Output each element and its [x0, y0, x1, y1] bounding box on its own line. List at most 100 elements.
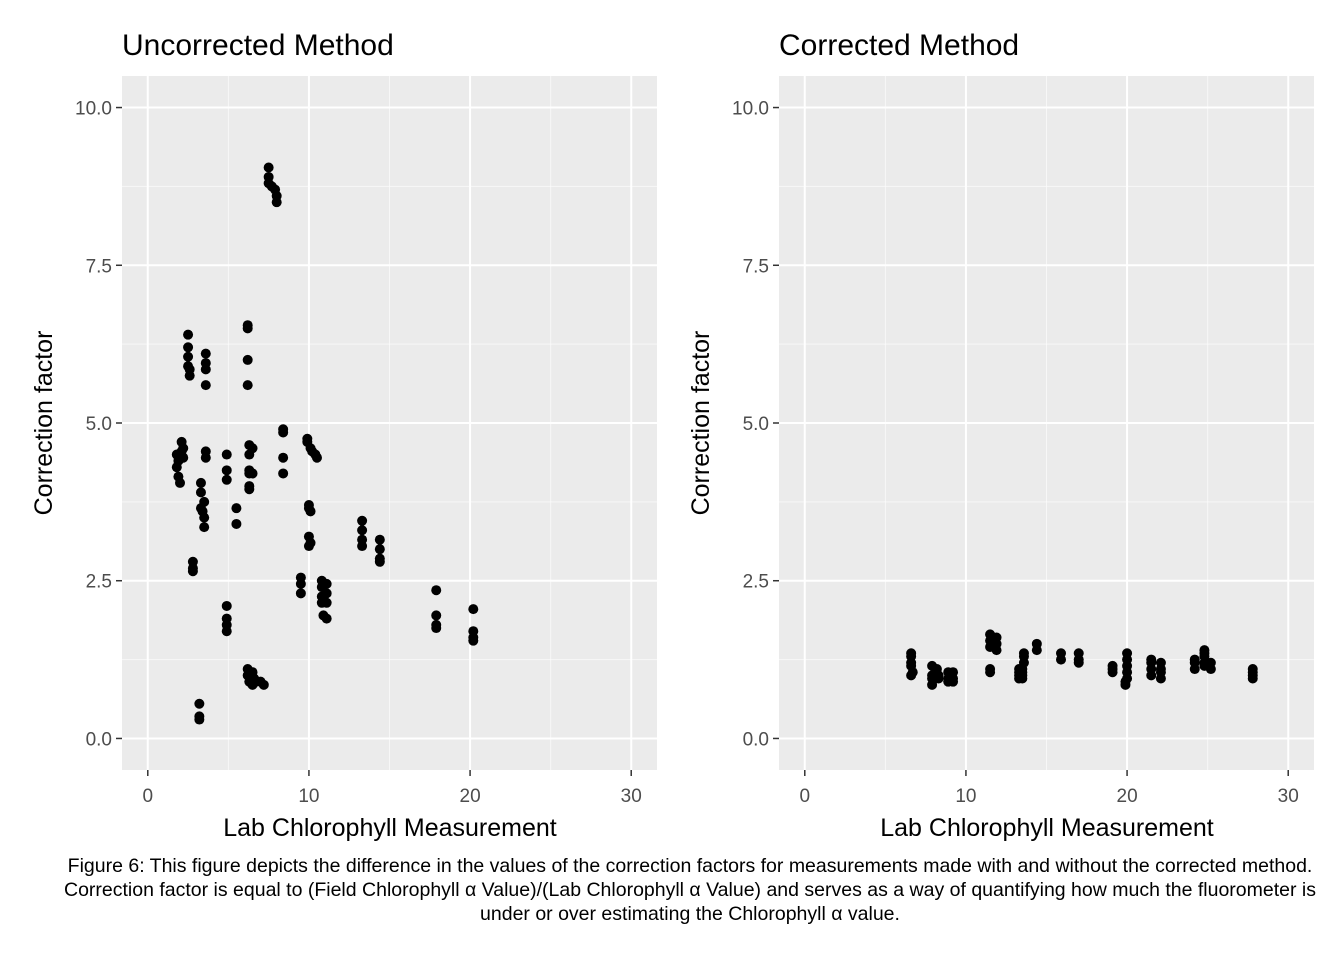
data-point — [231, 503, 242, 514]
data-point — [295, 578, 306, 589]
data-point — [431, 610, 442, 621]
data-point — [200, 348, 211, 359]
data-point — [221, 626, 232, 637]
data-point — [242, 354, 253, 365]
data-point — [247, 468, 258, 479]
x-tick-label: 0 — [799, 786, 810, 807]
data-point — [985, 667, 996, 678]
data-point — [200, 452, 211, 463]
data-point — [468, 604, 479, 615]
data-point — [374, 544, 385, 555]
data-point — [242, 380, 253, 391]
data-point — [1155, 673, 1166, 684]
data-point — [374, 556, 385, 567]
data-point — [244, 484, 255, 495]
data-point — [468, 635, 479, 646]
data-point — [991, 645, 1002, 656]
data-point — [221, 449, 232, 460]
x-tick-label: 10 — [955, 786, 976, 807]
panel-title: Corrected Method — [779, 29, 1019, 62]
x-tick-label: 20 — [1117, 786, 1138, 807]
data-point — [199, 496, 210, 507]
data-point — [175, 477, 186, 488]
y-axis-title: Correction factor — [687, 331, 715, 516]
data-point — [1073, 657, 1084, 668]
data-point — [195, 477, 206, 488]
data-point — [321, 613, 332, 624]
data-point — [200, 364, 211, 375]
y-tick-label: 0.0 — [743, 729, 769, 750]
panel-uncorrected: 0 10 20 30 0.0 2.5 5.0 7.5 10.0 Uncorrected Metho… — [30, 29, 657, 842]
data-point — [431, 585, 442, 596]
x-axis-title: Lab Chlorophyll Measurement — [880, 814, 1214, 842]
y-tick-label: 5.0 — [86, 414, 112, 435]
data-point — [200, 380, 211, 391]
data-point — [305, 537, 316, 548]
data-point — [357, 525, 368, 536]
x-tick-label: 0 — [142, 786, 153, 807]
data-point — [321, 597, 332, 608]
data-point — [194, 698, 205, 709]
data-point — [271, 197, 282, 208]
data-point — [247, 443, 258, 454]
data-point — [199, 512, 210, 523]
y-tick-label: 7.5 — [86, 256, 112, 277]
data-point — [263, 162, 274, 173]
data-point — [247, 679, 258, 690]
x-axis-title: Lab Chlorophyll Measurement — [223, 814, 557, 842]
x-tick-label: 10 — [298, 786, 319, 807]
x-tick-label: 30 — [621, 786, 642, 807]
data-point — [194, 714, 205, 725]
data-point — [195, 487, 206, 498]
data-point — [321, 578, 332, 589]
y-tick-label: 7.5 — [743, 256, 769, 277]
data-point — [1017, 673, 1028, 684]
y-tick-label: 0.0 — [86, 729, 112, 750]
x-tick-label: 30 — [1278, 786, 1299, 807]
data-point — [431, 623, 442, 634]
data-point — [221, 465, 232, 476]
data-point — [187, 566, 198, 577]
data-point — [933, 673, 944, 684]
data-point — [1056, 654, 1067, 665]
data-point — [242, 320, 253, 331]
figure: 0 10 20 30 0.0 2.5 5.0 7.5 10.0 Uncorrected Metho… — [30, 29, 1314, 842]
data-point — [907, 667, 918, 678]
data-point — [1189, 664, 1200, 675]
data-point — [221, 600, 232, 611]
data-point — [1247, 673, 1258, 684]
data-point — [1031, 645, 1042, 656]
data-point — [221, 474, 232, 485]
data-point — [183, 342, 194, 353]
data-point — [183, 351, 194, 362]
data-point — [305, 506, 316, 517]
data-point — [927, 679, 938, 690]
data-point — [1018, 657, 1029, 668]
panel-title: Uncorrected Method — [122, 29, 394, 62]
data-point — [1205, 664, 1216, 675]
data-point — [184, 364, 195, 375]
y-tick-label: 10.0 — [75, 99, 112, 120]
data-point — [295, 588, 306, 599]
data-point — [357, 515, 368, 526]
data-point — [178, 452, 189, 463]
data-point — [311, 452, 322, 463]
data-point — [357, 541, 368, 552]
data-point — [278, 452, 289, 463]
y-tick-label: 5.0 — [743, 414, 769, 435]
data-point — [231, 518, 242, 529]
data-point — [178, 443, 189, 454]
data-point — [948, 676, 959, 687]
y-axis-title: Correction factor — [30, 331, 58, 516]
data-point — [1120, 679, 1131, 690]
y-tick-label: 2.5 — [86, 572, 112, 593]
data-point — [258, 679, 269, 690]
data-point — [321, 588, 332, 599]
data-point — [1146, 670, 1157, 681]
data-point — [183, 329, 194, 340]
data-point — [278, 468, 289, 479]
y-tick-label: 10.0 — [732, 99, 769, 120]
x-tick-label: 20 — [460, 786, 481, 807]
data-point — [1107, 667, 1118, 678]
data-point — [278, 424, 289, 435]
